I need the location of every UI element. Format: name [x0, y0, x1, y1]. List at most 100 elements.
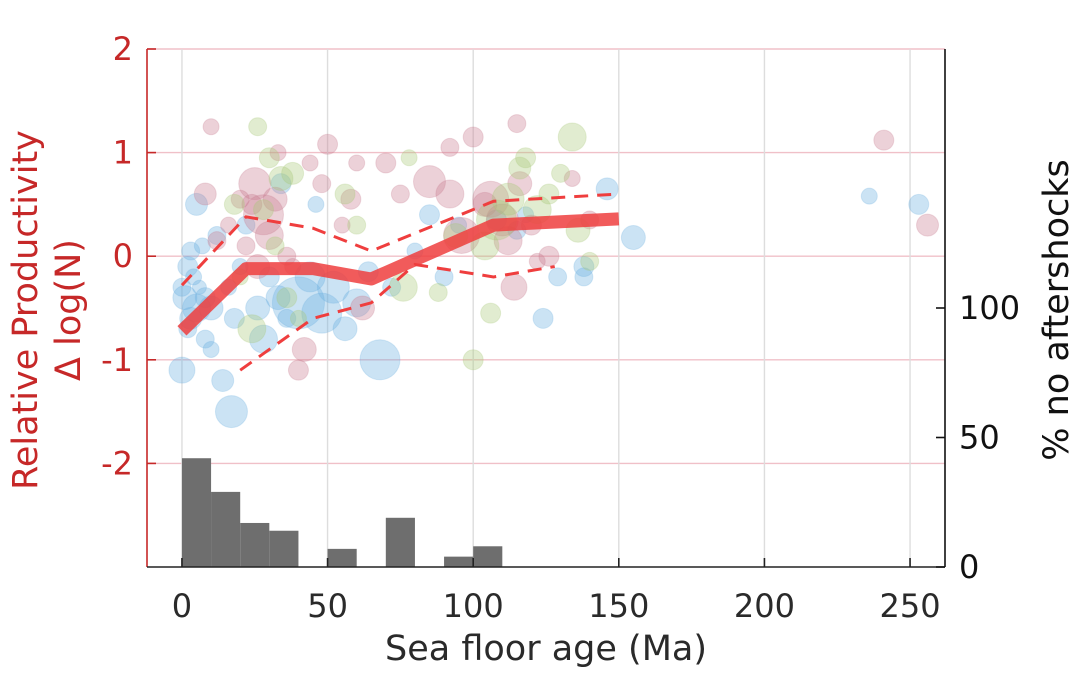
scatter-point	[538, 183, 560, 205]
scatter-point	[181, 241, 201, 261]
y-tick-label: -2	[101, 444, 133, 482]
scatter-point	[551, 163, 571, 183]
scatter-point	[168, 356, 196, 384]
scatter-point	[241, 193, 263, 215]
scatter-point	[508, 156, 532, 180]
scatter-point	[548, 267, 568, 287]
scatter-point	[620, 225, 646, 251]
scatter-point	[276, 287, 298, 309]
scatter-point	[172, 277, 192, 297]
scatter-point	[223, 193, 245, 215]
scatter-point	[532, 307, 554, 329]
scatter-point	[333, 216, 351, 234]
lower-bound-line	[239, 262, 555, 372]
x-tick-label: 0	[172, 587, 192, 625]
scatter-point	[435, 179, 465, 209]
axes: 2 1 0 -1 -2 0 50 100 150 200 250 0 50 100	[101, 30, 1020, 625]
scatter-point	[307, 195, 325, 213]
scatter-point	[207, 225, 227, 245]
histogram-bar	[211, 491, 241, 567]
scatter-point	[195, 329, 215, 349]
scatter-point	[301, 292, 343, 334]
scatter-point	[191, 279, 207, 295]
scatter-point	[270, 173, 292, 195]
scatter-point	[317, 133, 339, 155]
scatter-point	[916, 213, 940, 237]
y-axis-label-line2: Δ log(N)	[49, 239, 89, 381]
histogram	[181, 458, 503, 567]
y2-axis-label: % no aftershocks	[1037, 159, 1077, 460]
gridlines	[147, 48, 945, 567]
x-tick-label: 200	[734, 587, 795, 625]
scatter-point	[277, 308, 297, 328]
scatter-point	[236, 236, 256, 256]
y-tick-label: 2	[113, 30, 133, 68]
y-tick-label: -1	[101, 341, 133, 379]
scatter-point	[860, 187, 878, 205]
scatter-point	[375, 152, 397, 174]
histogram-bar	[473, 546, 503, 567]
scatter-point	[507, 171, 533, 197]
scatter-point	[262, 186, 288, 212]
scatter-point	[269, 144, 287, 162]
scatter-point	[202, 118, 220, 136]
scatter-point	[265, 236, 285, 256]
scatter-point	[193, 237, 211, 255]
scatter-point	[359, 339, 401, 381]
scatter-point	[237, 314, 267, 344]
x-axis-label: Sea floor age (Ma)	[385, 629, 707, 669]
scatter-point	[500, 273, 528, 301]
scatter-point	[538, 245, 560, 267]
scatter-point	[223, 307, 245, 329]
scatter-point	[400, 149, 418, 167]
scatter-point	[230, 189, 250, 209]
scatter-point	[350, 295, 376, 321]
scatter-point	[202, 340, 220, 358]
scatter-point	[332, 316, 358, 342]
scatter-point	[347, 215, 367, 235]
x-tick-label: 100	[443, 587, 504, 625]
scatter-point	[908, 193, 930, 215]
scatter-point	[574, 267, 594, 287]
scatter-point	[413, 165, 447, 199]
scatter-point	[214, 395, 248, 429]
y2-tick-label: 50	[959, 419, 1000, 457]
scatter-point	[873, 129, 895, 151]
axis-labels: Sea floor age (Ma) Relative Productivity…	[6, 130, 1077, 669]
scatter-point	[340, 188, 362, 210]
y-axis-label-line1: Relative Productivity	[6, 130, 46, 490]
scatter-point	[462, 126, 484, 148]
scatter-point	[390, 184, 410, 204]
scatter-point	[289, 309, 307, 327]
x-tick-label: 250	[880, 587, 941, 625]
scatter-point	[287, 359, 309, 381]
scatter-point	[193, 182, 217, 206]
scatter-point	[281, 161, 305, 185]
scatter-point	[348, 154, 366, 172]
scatter-point	[507, 114, 527, 134]
median-trend-line	[177, 212, 620, 336]
y-tick-label: 0	[113, 237, 133, 275]
scatter-point	[515, 147, 537, 169]
scatter-point	[388, 272, 418, 302]
histogram-bar	[385, 517, 415, 567]
y-tick-label: 1	[113, 134, 133, 172]
histogram-bar	[327, 548, 357, 567]
scatter-point	[382, 277, 402, 297]
x-tick-label: 150	[588, 587, 649, 625]
scatter-point	[265, 285, 291, 311]
histogram-bar	[181, 458, 212, 567]
scatter-point	[440, 137, 460, 157]
scatter-point	[211, 369, 235, 393]
scatter-point	[185, 192, 209, 216]
scatter-point	[419, 204, 441, 226]
scatter-point	[462, 349, 484, 371]
scatter-point	[248, 117, 268, 137]
upper-bound-line	[180, 192, 619, 287]
scatter-point	[450, 216, 468, 234]
x-tick-label: 50	[307, 587, 348, 625]
scatter-point	[334, 183, 356, 205]
histogram-bar	[240, 522, 270, 567]
scatter-point	[245, 295, 271, 321]
